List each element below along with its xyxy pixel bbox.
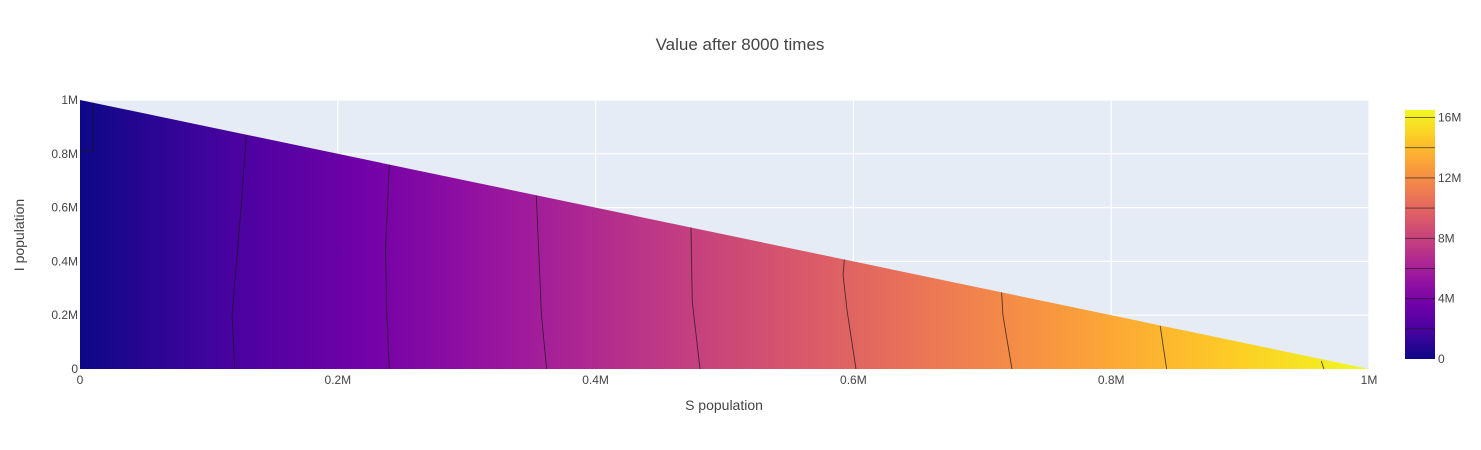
x-tick-label: 0.2M bbox=[324, 373, 351, 387]
contour-fill bbox=[80, 100, 1369, 369]
contour-line bbox=[1001, 292, 1013, 369]
y-axis-title: I population bbox=[11, 199, 27, 271]
contour-line bbox=[385, 164, 390, 369]
colorbar-tick-label: 4M bbox=[1438, 292, 1455, 306]
colorbar-level-lines bbox=[1405, 117, 1435, 330]
y-tick-label: 1M bbox=[61, 93, 78, 107]
y-tick-label: 0.4M bbox=[51, 254, 78, 268]
chart-title: Value after 8000 times bbox=[656, 35, 825, 54]
x-tick-label: 0.4M bbox=[582, 373, 609, 387]
y-tick-label: 0.2M bbox=[51, 308, 78, 322]
y-axis-ticks: 0 0.2M 0.4M 0.6M 0.8M 1M bbox=[51, 93, 78, 376]
colorbar-tick-label: 16M bbox=[1438, 111, 1461, 125]
colorbar-ticks: 0 4M 8M 12M 16M bbox=[1438, 111, 1461, 366]
contour-line bbox=[535, 195, 548, 369]
colorbar-tick-label: 0 bbox=[1438, 352, 1445, 366]
x-tick-label: 0.6M bbox=[840, 373, 867, 387]
x-axis-title: S population bbox=[685, 397, 763, 413]
colorbar: 0 4M 8M 12M 16M bbox=[1405, 110, 1461, 366]
x-axis-ticks: 0 0.2M 0.4M 0.6M 0.8M 1M bbox=[77, 373, 1378, 387]
contour-line bbox=[80, 100, 94, 152]
contour-lines bbox=[80, 100, 1325, 369]
x-tick-label: 1M bbox=[1361, 373, 1378, 387]
contour-line bbox=[842, 259, 857, 369]
contour-line bbox=[690, 227, 701, 369]
contour-line bbox=[231, 134, 247, 369]
contour-line bbox=[1159, 325, 1168, 369]
y-tick-label: 0 bbox=[71, 362, 78, 376]
y-tick-label: 0.6M bbox=[51, 201, 78, 215]
contour-line bbox=[1320, 360, 1325, 369]
x-tick-label: 0 bbox=[77, 373, 84, 387]
x-tick-label: 0.8M bbox=[1098, 373, 1125, 387]
colorbar-tick-label: 8M bbox=[1438, 231, 1455, 245]
colorbar-tick-label: 12M bbox=[1438, 171, 1461, 185]
y-tick-label: 0.8M bbox=[51, 147, 78, 161]
colorbar-gradient bbox=[1405, 110, 1435, 359]
